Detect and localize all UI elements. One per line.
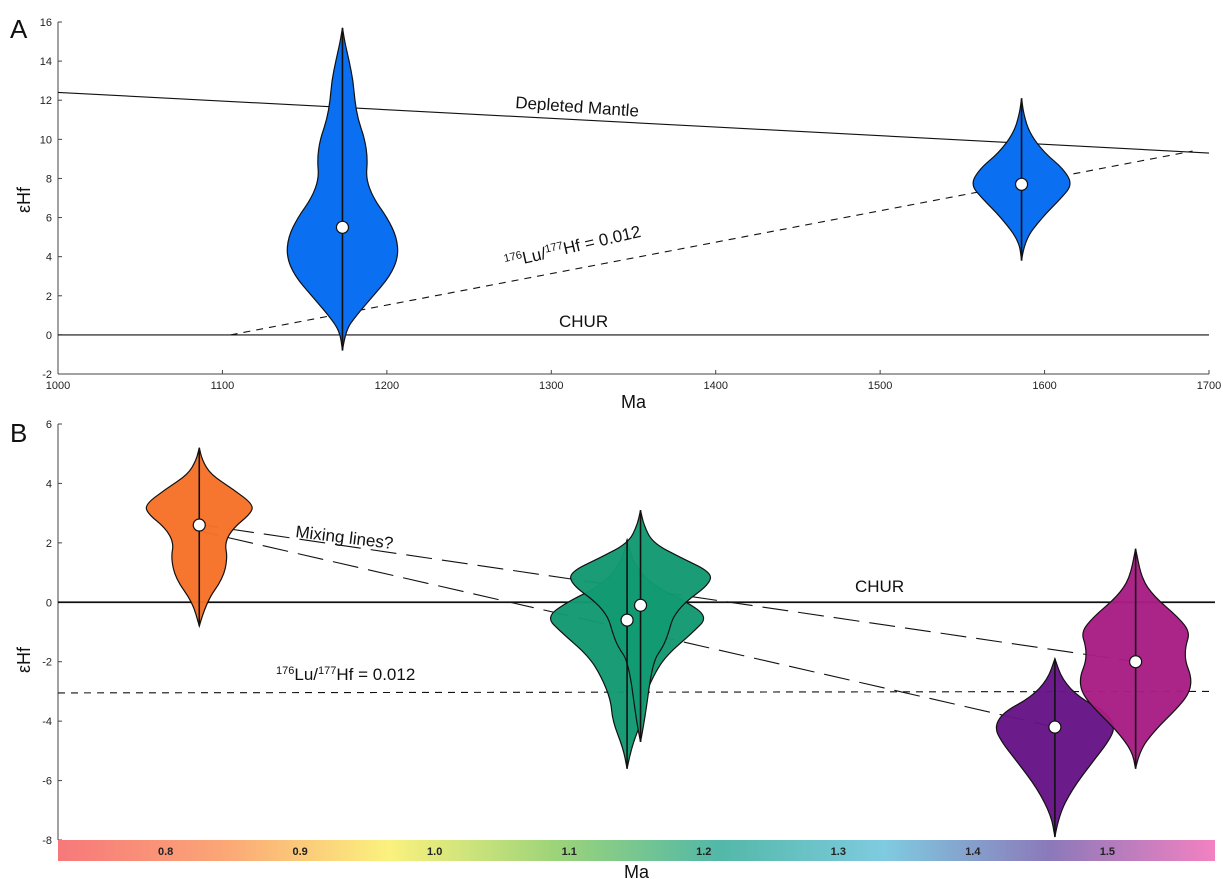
y-tick-label-b: -6 [42, 776, 52, 788]
y-tick-label-b: 0 [46, 597, 52, 609]
y-tick-label-a: 4 [46, 252, 52, 264]
x-tick-label-a: 1000 [46, 380, 70, 392]
violin-median-point-b [1048, 720, 1062, 734]
violin-median-point-b [1129, 655, 1143, 669]
violin-median-point-b [620, 613, 634, 627]
y-tick-label-a: 10 [40, 134, 52, 146]
y-axis-label-a: εHf [14, 186, 34, 213]
panel-label-b: B [10, 418, 27, 448]
y-tick-label-b: 4 [46, 478, 52, 490]
x-tick-label-a: 1400 [703, 380, 727, 392]
y-axis-label-b: εHf [14, 646, 34, 673]
y-tick-label-a: 2 [46, 291, 52, 303]
chur-label-b: CHUR [855, 577, 904, 596]
colorbar-x-axis [58, 840, 1215, 861]
y-tick-label-b: -4 [42, 716, 52, 728]
y-tick-label-a: -2 [42, 369, 52, 381]
colorbar-tick-label: 0.9 [293, 846, 308, 858]
lu-hf-ratio-label-b: 176Lu/177Hf = 0.012 [276, 665, 415, 684]
mixing-lines-label: Mixing lines? [295, 522, 395, 553]
label-text: Hf = 0.012 [561, 222, 642, 258]
lu-hf-ratio-label-a: 176Lu/177Hf = 0.012 [503, 222, 643, 272]
x-tick-label-a: 1600 [1032, 380, 1056, 392]
y-tick-label-a: 16 [40, 17, 52, 29]
violin-median-point-a [1014, 177, 1029, 191]
superscript-isotope: 176 [276, 665, 294, 677]
x-tick-label-a: 1500 [868, 380, 892, 392]
panel-b: B -8 -6 -4 -2 0 2 4 6 εHf 0.8 0.9 1.0 1.1 1.2 1.3 1.4 1.5… [10, 418, 1216, 879]
colorbar-tick-label: 1.2 [696, 846, 711, 858]
chur-label-a: CHUR [559, 312, 608, 331]
y-tick-label-b: -8 [42, 835, 52, 847]
panel-label-a: A [10, 14, 28, 44]
violin-median-point-a [335, 220, 350, 234]
colorbar-tick-label: 1.4 [965, 846, 981, 858]
colorbar-tick-label: 1.3 [831, 846, 846, 858]
panel-a: A -2 0 2 4 6 8 10 12 14 16 1000 1100 1200 1300 1400 1500… [10, 14, 1221, 412]
x-axis-label-a: Ma [621, 392, 647, 412]
x-axis-label-b: Ma [624, 862, 650, 879]
y-tick-label-a: 12 [40, 95, 52, 107]
colorbar-tick-label: 1.0 [427, 846, 442, 858]
y-tick-label-b: 6 [46, 419, 52, 431]
superscript-isotope: 177 [544, 240, 565, 256]
superscript-isotope: 177 [318, 665, 336, 677]
y-tick-label-b: -2 [42, 657, 52, 669]
label-text: Lu/ [294, 665, 318, 684]
y-tick-label-b: 2 [46, 538, 52, 550]
violin-median-point-b [633, 598, 648, 612]
x-tick-label-a: 1200 [375, 380, 399, 392]
superscript-isotope: 176 [503, 249, 524, 265]
x-tick-label-a: 1100 [211, 380, 235, 392]
label-text: Hf = 0.012 [336, 665, 415, 684]
label-text: Lu/ [521, 244, 549, 268]
depleted-mantle-label: Depleted Mantle [515, 93, 640, 121]
x-tick-label-a: 1700 [1197, 380, 1221, 392]
y-tick-label-a: 6 [46, 213, 52, 225]
y-tick-label-a: 14 [40, 56, 52, 68]
colorbar-tick-label: 0.8 [158, 846, 173, 858]
colorbar-tick-label: 1.1 [562, 846, 577, 858]
violin-median-point-b [192, 518, 206, 532]
colorbar-tick-label: 1.5 [1100, 846, 1115, 858]
y-tick-label-a: 8 [46, 173, 52, 185]
x-tick-label-a: 1300 [539, 380, 563, 392]
y-tick-label-a: 0 [46, 330, 52, 342]
